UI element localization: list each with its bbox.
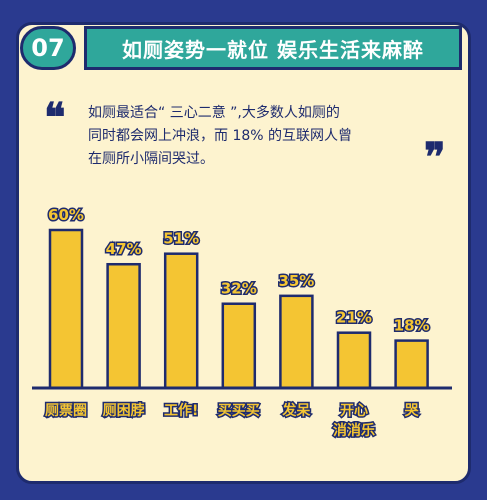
section-number-badge: 07 bbox=[20, 26, 76, 70]
description-text: 如厕最适合“ 三心二意 ”,大多数人如厕的 同时都会网上冲浪，而 18% 的互联… bbox=[88, 102, 418, 171]
bar bbox=[279, 294, 314, 390]
bar bbox=[106, 262, 141, 390]
data-label: 51% bbox=[163, 230, 199, 248]
tick-label: 买买买 bbox=[218, 403, 260, 419]
tick-label: 哭 bbox=[404, 403, 420, 419]
open-quote-icon: ❝ bbox=[44, 94, 66, 141]
data-label: 60% bbox=[48, 206, 84, 224]
tick-label: 厕困脖 bbox=[103, 402, 145, 419]
content-card bbox=[16, 22, 471, 484]
data-label: 21% bbox=[336, 309, 372, 327]
data-label: 35% bbox=[278, 272, 314, 290]
section-title: 如厕姿势一就位 娱乐生活来麻醉 bbox=[84, 26, 462, 70]
tick-label: 工作! bbox=[164, 402, 198, 419]
tick-label: 厕票圈 bbox=[45, 403, 87, 419]
tick-label: 开心 bbox=[340, 403, 368, 419]
bar bbox=[48, 228, 84, 390]
description-line: 在厕所小隔间哭过。 bbox=[88, 151, 214, 167]
bar bbox=[163, 252, 199, 390]
description-line: 同时都会网上冲浪，而 18% 的互联网人曾 bbox=[88, 128, 353, 144]
data-label: 47% bbox=[106, 240, 142, 258]
data-label: 18% bbox=[394, 317, 430, 335]
bar bbox=[221, 302, 257, 390]
bar bbox=[336, 331, 372, 390]
data-label: 32% bbox=[221, 280, 257, 298]
close-quote-icon: ❞ bbox=[424, 134, 446, 181]
tick-label: 发呆 bbox=[281, 402, 311, 419]
bar bbox=[394, 339, 429, 390]
description-line: 如厕最适合“ 三心二意 ”,大多数人如厕的 bbox=[88, 105, 340, 121]
tick-label: 消消乐 bbox=[333, 422, 375, 439]
